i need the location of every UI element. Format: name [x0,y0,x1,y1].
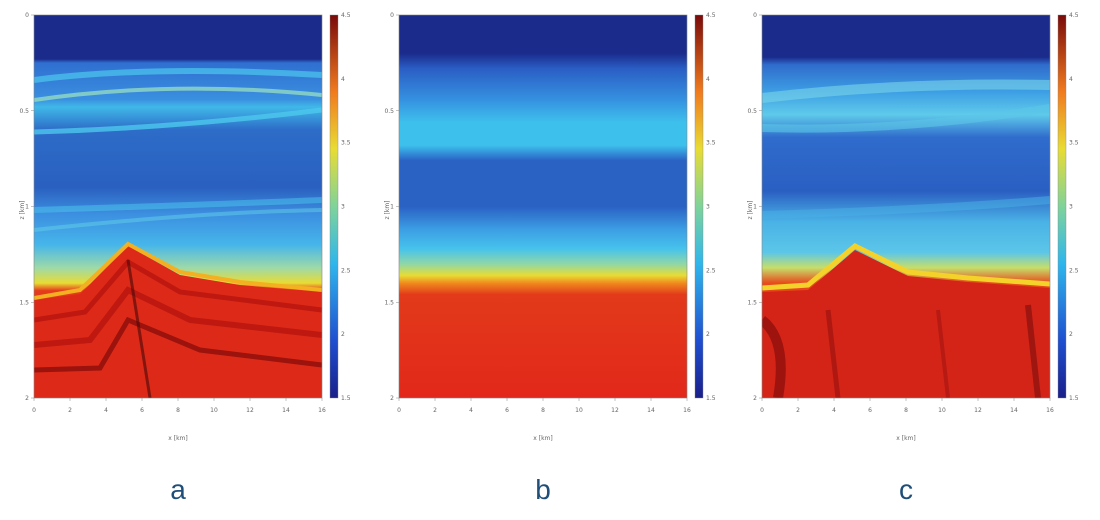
y-axis-label: z [km] [747,200,754,219]
colorbar-tick-label: 3 [706,204,710,211]
seismic-layer [34,197,322,213]
y-tick-label: 1.5 [747,299,757,306]
y-tick-label: 0.5 [747,108,757,115]
x-tick-label: 0 [397,407,401,414]
x-tick-label: 2 [796,407,800,414]
heatmap-field [399,15,687,398]
colorbar-tick-label: 1.5 [1069,395,1079,402]
seismic-layer [34,208,322,232]
colorbar [694,14,704,399]
seismic-layer [34,316,322,373]
x-tick-label: 2 [433,407,437,414]
seismic-layer [936,309,950,398]
x-tick-label: 2 [68,407,72,414]
colorbar-tick-label: 4.5 [341,12,351,19]
x-tick-label: 12 [974,407,982,414]
y-tick-label: 0.5 [19,108,29,115]
colorbar-tick-label: 4 [1069,76,1073,83]
y-tick-label: 0.5 [384,108,394,115]
x-tick-label: 12 [611,407,619,414]
y-axis-label: z [km] [384,200,391,219]
colorbar-tick-label: 2 [341,331,345,338]
y-tick-label: 1 [25,204,29,211]
y-tick-label: 0 [753,12,757,19]
seismic-layer [34,107,322,135]
x-tick-label: 6 [140,407,144,414]
seismic-layer [34,68,322,83]
x-tick-label: 0 [32,407,36,414]
y-tick-label: 2 [390,395,394,402]
x-tick-label: 14 [282,407,290,414]
y-axis-label: z [km] [19,200,26,219]
x-tick-label: 4 [104,407,108,414]
colorbar-tick-label: 4 [706,76,710,83]
y-tick-label: 1 [390,204,394,211]
colorbar-tick-label: 3 [1069,204,1073,211]
seismic-layer [762,196,1050,219]
y-tick-label: 0 [25,12,29,19]
seismic-layer [762,104,1050,133]
colorbar-tick-label: 2 [1069,331,1073,338]
x-tick-label: 8 [176,407,180,414]
colorbar [1057,14,1067,399]
colorbar-tick-label: 3.5 [341,140,351,147]
colorbar-tick-label: 3.5 [1069,140,1079,147]
x-tick-label: 16 [683,407,691,414]
colorbar-tick-label: 3.5 [706,140,716,147]
dome-edge [762,243,1050,291]
colorbar-tick-label: 2.5 [1069,267,1079,274]
colorbar-tick-label: 4.5 [1069,12,1079,19]
panel-label-c: c [899,474,913,505]
x-tick-label: 8 [541,407,545,414]
seismic-layer [34,86,322,102]
heatmap-panel-b: 1.522.533.544.5 0 2 4 6 8 10 12 14 16 00.511.52 … [384,12,716,442]
colorbar-tick-label: 4.5 [706,12,716,19]
y-tick-label: 2 [25,395,29,402]
x-tick-label: 6 [868,407,872,414]
x-tick-label: 10 [210,407,218,414]
x-tick-label: 16 [318,407,326,414]
colorbar-tick-label: 4 [341,76,345,83]
heatmap-panel-a: 1.522.533.544.5 0 2 4 6 8 10 12 14 16 00.511.52 … [19,12,351,442]
x-tick-label: 6 [505,407,509,414]
x-tick-label: 14 [647,407,655,414]
seismic-layer [762,316,786,398]
x-axis-label: x [km] [533,435,552,442]
x-tick-label: 8 [904,407,908,414]
colorbar-tick-label: 1.5 [341,395,351,402]
x-axis-label: x [km] [168,435,187,442]
y-tick-label: 1 [753,204,757,211]
fault-shadow [126,259,152,398]
seismic-layer [34,286,322,348]
x-tick-label: 4 [469,407,473,414]
seismic-layer [1025,304,1041,398]
panel-label-b: b [535,474,551,505]
seismic-layer [762,79,1050,103]
colorbar-tick-label: 2.5 [341,267,351,274]
x-tick-label: 4 [832,407,836,414]
x-tick-label: 0 [760,407,764,414]
x-axis-label: x [km] [896,435,915,442]
y-tick-label: 0 [390,12,394,19]
y-tick-label: 2 [753,395,757,402]
x-tick-label: 10 [575,407,583,414]
heatmap-panel-c: 1.522.533.544.5 0 2 4 6 8 10 12 14 16 00.511.52 … [747,12,1079,442]
colorbar [329,14,339,399]
panel-label-a: a [170,474,186,505]
colorbar-tick-label: 2.5 [706,267,716,274]
dome-edge [34,241,322,300]
y-tick-label: 1.5 [19,299,29,306]
colorbar-tick-label: 2 [706,331,710,338]
y-tick-label: 1.5 [384,299,394,306]
x-tick-label: 10 [938,407,946,414]
colorbar-tick-label: 1.5 [706,395,716,402]
x-tick-label: 14 [1010,407,1018,414]
colorbar-tick-label: 3 [341,204,345,211]
x-tick-label: 12 [246,407,254,414]
x-tick-label: 16 [1046,407,1054,414]
seismic-layer [825,309,841,398]
